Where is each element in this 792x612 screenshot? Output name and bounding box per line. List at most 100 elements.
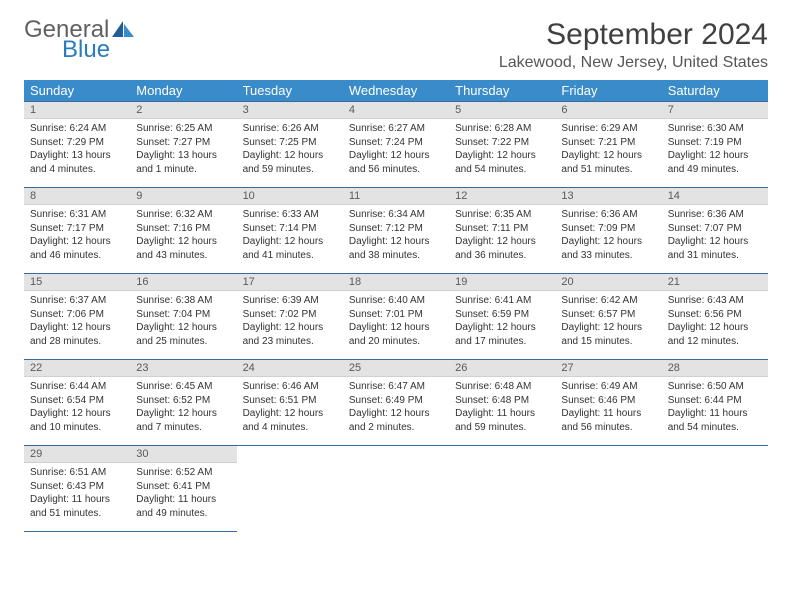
day-number: 6 — [555, 102, 661, 119]
calendar-day-cell: 20Sunrise: 6:42 AMSunset: 6:57 PMDayligh… — [555, 274, 661, 360]
day-sunrise: Sunrise: 6:43 AM — [668, 294, 762, 308]
day-body: Sunrise: 6:36 AMSunset: 7:09 PMDaylight:… — [555, 205, 661, 266]
day-sunrise: Sunrise: 6:39 AM — [243, 294, 337, 308]
day-sunrise: Sunrise: 6:28 AM — [455, 122, 549, 136]
day-daylight: Daylight: 12 hours and 7 minutes. — [136, 407, 230, 434]
day-sunset: Sunset: 6:46 PM — [561, 394, 655, 408]
day-sunrise: Sunrise: 6:40 AM — [349, 294, 443, 308]
day-body: Sunrise: 6:52 AMSunset: 6:41 PMDaylight:… — [130, 463, 236, 524]
day-body: Sunrise: 6:47 AMSunset: 6:49 PMDaylight:… — [343, 377, 449, 438]
month-title: September 2024 — [499, 18, 768, 52]
day-number: 20 — [555, 274, 661, 291]
logo-sail-icon — [112, 20, 134, 38]
day-daylight: Daylight: 12 hours and 36 minutes. — [455, 235, 549, 262]
calendar-day-cell: 14Sunrise: 6:36 AMSunset: 7:07 PMDayligh… — [662, 188, 768, 274]
day-body: Sunrise: 6:32 AMSunset: 7:16 PMDaylight:… — [130, 205, 236, 266]
calendar-day-cell: 3Sunrise: 6:26 AMSunset: 7:25 PMDaylight… — [237, 102, 343, 188]
day-sunrise: Sunrise: 6:47 AM — [349, 380, 443, 394]
day-number: 12 — [449, 188, 555, 205]
day-body: Sunrise: 6:48 AMSunset: 6:48 PMDaylight:… — [449, 377, 555, 438]
day-number: 7 — [662, 102, 768, 119]
calendar-week-row: 1Sunrise: 6:24 AMSunset: 7:29 PMDaylight… — [24, 102, 768, 188]
calendar-day-cell — [555, 446, 661, 532]
calendar-day-cell: 4Sunrise: 6:27 AMSunset: 7:24 PMDaylight… — [343, 102, 449, 188]
day-daylight: Daylight: 13 hours and 1 minute. — [136, 149, 230, 176]
day-sunrise: Sunrise: 6:48 AM — [455, 380, 549, 394]
calendar-day-cell: 5Sunrise: 6:28 AMSunset: 7:22 PMDaylight… — [449, 102, 555, 188]
day-sunset: Sunset: 6:41 PM — [136, 480, 230, 494]
day-sunset: Sunset: 6:59 PM — [455, 308, 549, 322]
day-sunset: Sunset: 7:01 PM — [349, 308, 443, 322]
day-sunset: Sunset: 7:22 PM — [455, 136, 549, 150]
day-body: Sunrise: 6:44 AMSunset: 6:54 PMDaylight:… — [24, 377, 130, 438]
day-number: 5 — [449, 102, 555, 119]
calendar-day-cell: 12Sunrise: 6:35 AMSunset: 7:11 PMDayligh… — [449, 188, 555, 274]
day-daylight: Daylight: 12 hours and 43 minutes. — [136, 235, 230, 262]
day-body: Sunrise: 6:26 AMSunset: 7:25 PMDaylight:… — [237, 119, 343, 180]
weekday-header: Friday — [555, 80, 661, 102]
day-sunrise: Sunrise: 6:37 AM — [30, 294, 124, 308]
weekday-header: Tuesday — [237, 80, 343, 102]
calendar-table: SundayMondayTuesdayWednesdayThursdayFrid… — [24, 80, 768, 532]
day-number: 16 — [130, 274, 236, 291]
calendar-day-cell: 16Sunrise: 6:38 AMSunset: 7:04 PMDayligh… — [130, 274, 236, 360]
day-sunset: Sunset: 7:24 PM — [349, 136, 443, 150]
day-sunset: Sunset: 6:52 PM — [136, 394, 230, 408]
day-body: Sunrise: 6:51 AMSunset: 6:43 PMDaylight:… — [24, 463, 130, 524]
day-sunrise: Sunrise: 6:29 AM — [561, 122, 655, 136]
day-sunset: Sunset: 6:43 PM — [30, 480, 124, 494]
day-body: Sunrise: 6:41 AMSunset: 6:59 PMDaylight:… — [449, 291, 555, 352]
day-daylight: Daylight: 12 hours and 23 minutes. — [243, 321, 337, 348]
weekday-header: Sunday — [24, 80, 130, 102]
day-daylight: Daylight: 12 hours and 41 minutes. — [243, 235, 337, 262]
day-daylight: Daylight: 12 hours and 2 minutes. — [349, 407, 443, 434]
day-sunrise: Sunrise: 6:52 AM — [136, 466, 230, 480]
day-sunrise: Sunrise: 6:24 AM — [30, 122, 124, 136]
calendar-day-cell: 2Sunrise: 6:25 AMSunset: 7:27 PMDaylight… — [130, 102, 236, 188]
calendar-day-cell: 11Sunrise: 6:34 AMSunset: 7:12 PMDayligh… — [343, 188, 449, 274]
day-sunrise: Sunrise: 6:27 AM — [349, 122, 443, 136]
day-body: Sunrise: 6:33 AMSunset: 7:14 PMDaylight:… — [237, 205, 343, 266]
title-block: September 2024 Lakewood, New Jersey, Uni… — [499, 18, 768, 72]
day-sunset: Sunset: 7:02 PM — [243, 308, 337, 322]
day-number: 11 — [343, 188, 449, 205]
day-sunset: Sunset: 7:17 PM — [30, 222, 124, 236]
day-daylight: Daylight: 12 hours and 25 minutes. — [136, 321, 230, 348]
day-number: 24 — [237, 360, 343, 377]
calendar-day-cell: 17Sunrise: 6:39 AMSunset: 7:02 PMDayligh… — [237, 274, 343, 360]
day-body: Sunrise: 6:34 AMSunset: 7:12 PMDaylight:… — [343, 205, 449, 266]
calendar-week-row: 22Sunrise: 6:44 AMSunset: 6:54 PMDayligh… — [24, 360, 768, 446]
day-sunrise: Sunrise: 6:49 AM — [561, 380, 655, 394]
calendar-day-cell: 26Sunrise: 6:48 AMSunset: 6:48 PMDayligh… — [449, 360, 555, 446]
weekday-header: Wednesday — [343, 80, 449, 102]
day-daylight: Daylight: 12 hours and 59 minutes. — [243, 149, 337, 176]
day-sunrise: Sunrise: 6:51 AM — [30, 466, 124, 480]
calendar-week-row: 29Sunrise: 6:51 AMSunset: 6:43 PMDayligh… — [24, 446, 768, 532]
calendar-day-cell: 24Sunrise: 6:46 AMSunset: 6:51 PMDayligh… — [237, 360, 343, 446]
day-number: 22 — [24, 360, 130, 377]
day-sunset: Sunset: 7:14 PM — [243, 222, 337, 236]
day-daylight: Daylight: 11 hours and 54 minutes. — [668, 407, 762, 434]
day-body: Sunrise: 6:46 AMSunset: 6:51 PMDaylight:… — [237, 377, 343, 438]
calendar-week-row: 15Sunrise: 6:37 AMSunset: 7:06 PMDayligh… — [24, 274, 768, 360]
logo-text: General Blue — [24, 18, 110, 62]
calendar-week-row: 8Sunrise: 6:31 AMSunset: 7:17 PMDaylight… — [24, 188, 768, 274]
day-number: 30 — [130, 446, 236, 463]
day-daylight: Daylight: 12 hours and 46 minutes. — [30, 235, 124, 262]
calendar-day-cell: 9Sunrise: 6:32 AMSunset: 7:16 PMDaylight… — [130, 188, 236, 274]
day-sunset: Sunset: 7:19 PM — [668, 136, 762, 150]
day-daylight: Daylight: 12 hours and 51 minutes. — [561, 149, 655, 176]
day-number: 3 — [237, 102, 343, 119]
day-body: Sunrise: 6:36 AMSunset: 7:07 PMDaylight:… — [662, 205, 768, 266]
day-number: 8 — [24, 188, 130, 205]
calendar-day-cell: 22Sunrise: 6:44 AMSunset: 6:54 PMDayligh… — [24, 360, 130, 446]
day-daylight: Daylight: 12 hours and 49 minutes. — [668, 149, 762, 176]
calendar-day-cell: 27Sunrise: 6:49 AMSunset: 6:46 PMDayligh… — [555, 360, 661, 446]
day-body: Sunrise: 6:40 AMSunset: 7:01 PMDaylight:… — [343, 291, 449, 352]
day-daylight: Daylight: 12 hours and 17 minutes. — [455, 321, 549, 348]
calendar-day-cell: 29Sunrise: 6:51 AMSunset: 6:43 PMDayligh… — [24, 446, 130, 532]
day-daylight: Daylight: 12 hours and 28 minutes. — [30, 321, 124, 348]
day-sunrise: Sunrise: 6:44 AM — [30, 380, 124, 394]
weekday-header: Saturday — [662, 80, 768, 102]
day-sunset: Sunset: 6:54 PM — [30, 394, 124, 408]
